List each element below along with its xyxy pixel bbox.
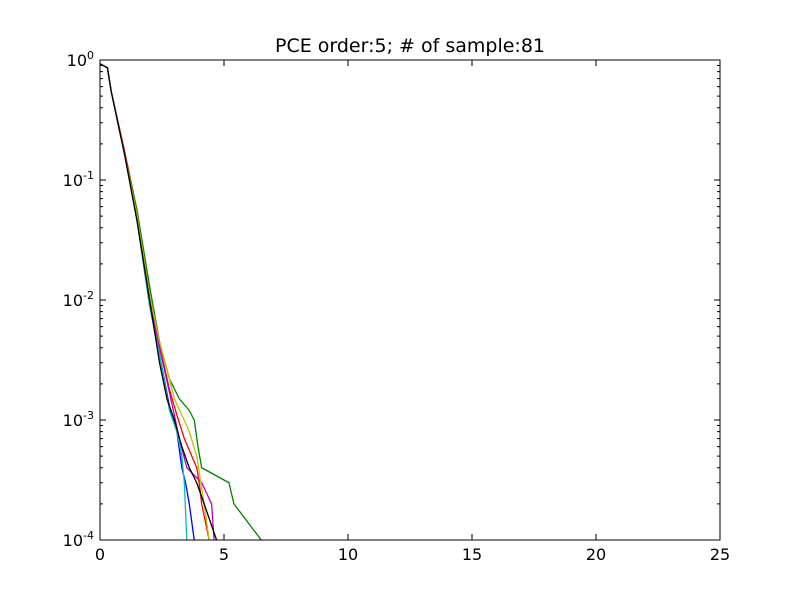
x-tick-label: 15 (462, 545, 482, 564)
x-tick-labels: 0 5 10 15 20 25 (95, 545, 730, 564)
plot-area (100, 60, 720, 540)
series-layer (100, 63, 262, 540)
y-tick-labels: 100 10-1 10-2 10-3 10-4 (63, 49, 94, 550)
y-tick-label: 10-1 (63, 169, 94, 190)
y-tick-label: 10-2 (63, 289, 94, 310)
x-tick-label: 25 (710, 545, 730, 564)
y-tick-label: 100 (67, 49, 94, 70)
x-tick-label: 20 (586, 545, 606, 564)
x-tick-label: 10 (338, 545, 358, 564)
y-tick-label: 10-4 (63, 529, 94, 550)
x-tick-label: 0 (95, 545, 105, 564)
y-tick-label: 10-3 (63, 409, 94, 430)
plot-frame (99, 59, 721, 541)
series-line-7 (100, 63, 218, 540)
x-tick-label: 5 (219, 545, 229, 564)
chart-title: PCE order:5; # of sample:81 (275, 35, 545, 57)
